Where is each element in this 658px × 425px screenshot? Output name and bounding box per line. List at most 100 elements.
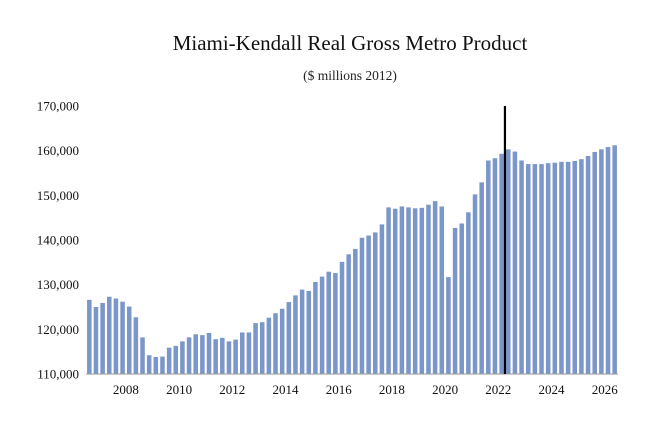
bar — [299, 289, 305, 374]
bar — [166, 347, 172, 374]
bar — [472, 194, 478, 374]
bar — [525, 164, 531, 374]
bar — [612, 145, 617, 374]
y-tick-label: 130,000 — [37, 277, 79, 292]
bar — [532, 164, 538, 374]
bar — [326, 271, 331, 374]
bar — [432, 201, 438, 374]
bar — [160, 356, 165, 374]
bar — [479, 182, 484, 374]
bar — [313, 281, 318, 374]
bar — [120, 301, 125, 374]
bar — [220, 337, 225, 374]
bar — [492, 158, 498, 374]
bar — [552, 162, 558, 374]
bar — [565, 161, 571, 374]
bar — [605, 147, 611, 374]
bar — [246, 332, 252, 374]
bar — [545, 163, 551, 374]
bar — [93, 307, 99, 374]
x-tick-label: 2008 — [113, 382, 139, 397]
bar — [146, 355, 152, 374]
bar — [512, 151, 518, 374]
bar — [213, 339, 218, 374]
y-tick-label: 120,000 — [37, 322, 79, 337]
bar — [259, 322, 265, 374]
x-tick-label: 2012 — [219, 382, 245, 397]
bar — [459, 223, 464, 374]
bar — [273, 313, 278, 374]
bar — [186, 337, 192, 374]
bar — [180, 341, 185, 374]
bar — [333, 273, 338, 374]
x-tick-label: 2010 — [166, 382, 192, 397]
bar — [133, 317, 139, 374]
y-tick-label: 140,000 — [37, 233, 79, 248]
bar — [519, 160, 524, 374]
bar — [439, 206, 445, 374]
bar — [406, 207, 411, 374]
bar — [412, 208, 418, 374]
bar — [426, 204, 431, 374]
bar — [359, 237, 365, 374]
bar — [266, 317, 272, 374]
bar — [466, 212, 471, 374]
x-tick-label: 2014 — [273, 382, 300, 397]
x-axis: 2008 2010 2012 2014 2016 2018 2020 2022 2024 2026 — [113, 382, 618, 397]
bar — [386, 207, 391, 374]
x-tick-label: 2018 — [379, 382, 405, 397]
bar-series — [86, 145, 618, 375]
y-tick-label: 170,000 — [37, 99, 79, 114]
bar — [126, 306, 132, 374]
bar — [399, 206, 405, 374]
chart-title: Miami-Kendall Real Gross Metro Product — [173, 31, 528, 55]
bar — [253, 323, 258, 374]
bar — [392, 208, 398, 374]
bar — [153, 357, 159, 374]
bar — [339, 261, 345, 374]
bar — [499, 153, 504, 374]
bar — [87, 299, 92, 374]
bar — [233, 339, 238, 374]
bar — [599, 149, 604, 374]
bar — [419, 207, 425, 374]
bar — [559, 161, 564, 374]
x-tick-label: 2016 — [326, 382, 353, 397]
x-tick-label: 2022 — [485, 382, 511, 397]
y-tick-label: 160,000 — [37, 143, 79, 158]
bar — [293, 295, 298, 374]
bar — [286, 302, 292, 374]
bar — [306, 290, 312, 374]
bar — [319, 276, 325, 374]
chart-subtitle: ($ millions 2012) — [303, 68, 397, 83]
bar — [585, 156, 591, 374]
bar — [452, 227, 458, 374]
bar — [226, 341, 232, 374]
bar — [506, 149, 511, 374]
bar — [592, 152, 597, 374]
y-axis: 110,000 120,000 130,000 140,000 150,000 160,0… — [37, 99, 79, 382]
bar — [373, 232, 378, 374]
bar — [206, 332, 212, 374]
bar — [379, 224, 385, 374]
bar — [353, 248, 358, 374]
bar — [107, 296, 112, 374]
bar — [100, 302, 105, 374]
bar — [279, 308, 285, 374]
y-tick-label: 150,000 — [37, 188, 79, 203]
bar — [193, 334, 198, 374]
bar — [346, 254, 351, 374]
x-tick-label: 2026 — [592, 382, 619, 397]
bar — [200, 335, 205, 374]
x-tick-label: 2024 — [539, 382, 566, 397]
bar — [240, 332, 245, 374]
bar — [486, 160, 491, 374]
x-tick-label: 2020 — [432, 382, 458, 397]
bar — [539, 164, 544, 374]
bar — [366, 235, 371, 374]
bar — [113, 298, 119, 374]
bar — [579, 159, 584, 374]
y-tick-label: 110,000 — [37, 367, 79, 382]
